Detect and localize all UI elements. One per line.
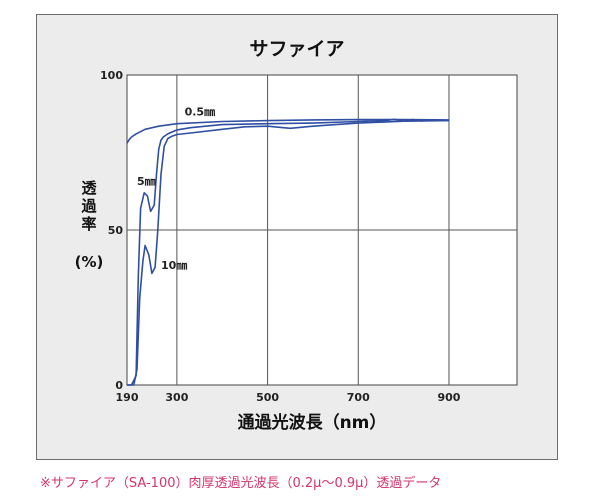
x-tick-labels: 190 300 500 700 900: [116, 391, 461, 404]
series-annotation: 5㎜: [137, 175, 156, 188]
y-tick-label: 50: [108, 224, 124, 237]
series-annotations: 0.5㎜ 5㎜ 10㎜: [137, 105, 215, 271]
y-axis-label: 透過率 (%): [75, 179, 104, 271]
y-axis-unit: (%): [75, 253, 104, 271]
series-line-3: [127, 119, 450, 386]
series-annotation: 0.5㎜: [185, 105, 216, 118]
y-axis-label-char: 過: [80, 197, 97, 215]
series-line-1: [126, 118, 450, 144]
transmittance-chart: サファイア 190 300 500 700 900 0 50 100 0.5㎜ 5㎜ 10㎜ 透…: [75, 38, 518, 433]
x-tick-label: 900: [437, 391, 460, 404]
y-axis-label-char: 透: [81, 179, 97, 197]
y-axis-label-char: 率: [81, 215, 96, 233]
x-axis-label: 通過光波長（nm）: [238, 412, 387, 433]
chart-frame: サファイア 190 300 500 700 900 0 50 100 0.5㎜ 5㎜ 10㎜ 透…: [36, 14, 558, 460]
x-tick-label: 300: [165, 391, 188, 404]
y-tick-labels: 0 50 100: [100, 69, 123, 392]
chart-title: サファイア: [249, 38, 344, 60]
x-tick-label: 500: [256, 391, 279, 404]
series-lines: [126, 118, 450, 386]
y-tick-label: 0: [115, 379, 123, 392]
x-tick-label: 190: [116, 391, 139, 404]
y-tick-label: 100: [100, 69, 123, 82]
series-annotation: 10㎜: [161, 259, 187, 272]
x-tick-label: 700: [347, 391, 370, 404]
caption-note: ※サファイア（SA-100）肉厚透過光波長（0.2μ～0.9μ）透過データ: [40, 476, 442, 491]
